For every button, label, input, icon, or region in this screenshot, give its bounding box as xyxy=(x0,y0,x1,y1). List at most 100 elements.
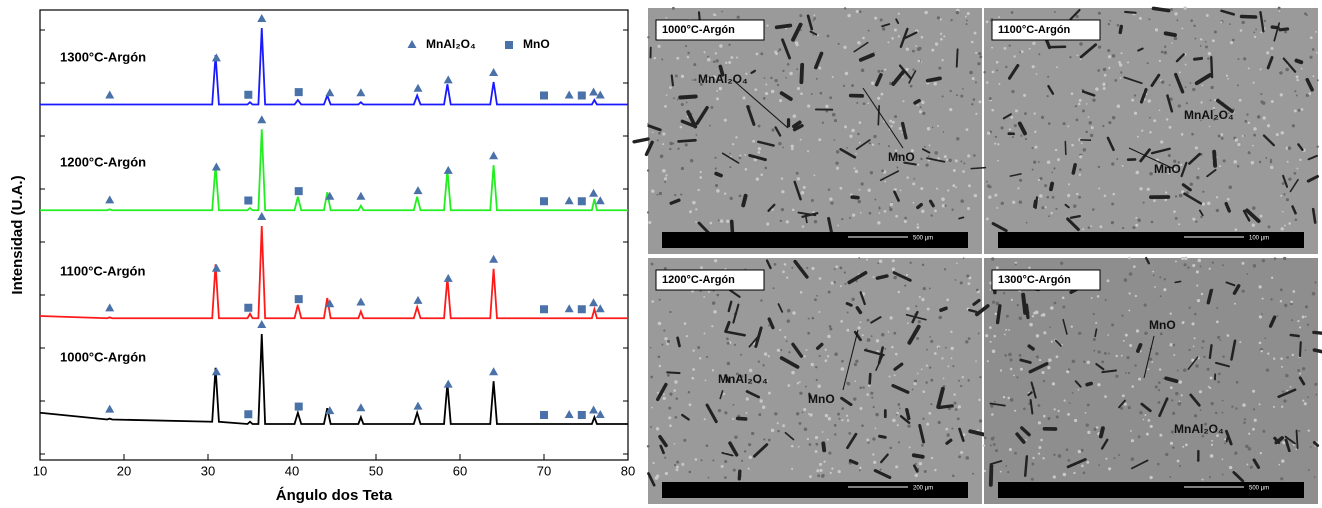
speckle xyxy=(934,352,937,355)
speckle xyxy=(941,197,945,201)
speckle xyxy=(1040,439,1043,442)
speckle xyxy=(1297,369,1300,372)
speckle xyxy=(966,274,969,277)
speckle xyxy=(1234,160,1237,163)
speckle xyxy=(1034,112,1036,114)
speckle xyxy=(991,257,994,260)
speckle xyxy=(815,443,818,446)
speckle xyxy=(1058,454,1062,458)
speckle xyxy=(881,70,883,72)
speckle xyxy=(1011,299,1013,301)
speckle xyxy=(1012,201,1015,204)
speckle xyxy=(829,96,832,99)
speckle xyxy=(1217,381,1220,384)
speckle xyxy=(734,344,736,346)
phase-marker xyxy=(589,298,598,306)
speckle xyxy=(1268,226,1271,229)
speckle xyxy=(1107,49,1110,52)
speckle xyxy=(1292,354,1294,356)
speckle xyxy=(965,340,968,343)
speckle xyxy=(1036,334,1039,337)
speckle xyxy=(1260,215,1263,218)
speckle xyxy=(1042,371,1045,374)
speckle xyxy=(792,209,795,212)
speckle xyxy=(1086,461,1089,464)
speckle xyxy=(1201,293,1203,295)
speckle xyxy=(945,428,948,431)
phase-marker xyxy=(356,403,365,411)
speckle xyxy=(650,347,652,349)
speckle xyxy=(845,72,848,75)
speckle xyxy=(907,424,910,427)
speckle xyxy=(1078,389,1080,391)
speckle xyxy=(898,441,900,443)
speckle xyxy=(857,326,860,329)
speckle xyxy=(825,359,828,362)
speckle xyxy=(960,385,962,387)
speckle xyxy=(1063,122,1066,125)
speckle xyxy=(1226,75,1228,77)
speckle xyxy=(816,295,818,297)
speckle xyxy=(1260,31,1262,33)
speckle xyxy=(1108,55,1111,58)
speckle xyxy=(930,403,932,405)
speckle xyxy=(847,14,850,17)
speckle xyxy=(712,459,714,461)
speckle xyxy=(1033,161,1036,164)
phase-label: MnO xyxy=(808,392,835,406)
phase-marker xyxy=(589,88,598,96)
speckle xyxy=(884,210,887,213)
phase-marker xyxy=(414,186,423,194)
speckle xyxy=(859,467,861,469)
speckle xyxy=(669,393,672,396)
speckle xyxy=(663,397,666,400)
speckle xyxy=(1209,126,1211,128)
speckle xyxy=(699,176,702,179)
grain xyxy=(634,139,648,142)
speckle xyxy=(917,223,919,225)
speckle xyxy=(1039,359,1041,361)
speckle xyxy=(1200,101,1202,103)
speckle xyxy=(1284,225,1286,227)
speckle xyxy=(647,169,649,171)
phase-marker xyxy=(589,406,598,414)
speckle xyxy=(1089,121,1092,124)
speckle xyxy=(1135,295,1137,297)
speckle xyxy=(1262,259,1265,262)
speckle xyxy=(1191,322,1194,325)
speckle xyxy=(1050,306,1054,310)
speckle xyxy=(1098,350,1101,353)
speckle xyxy=(758,361,760,363)
speckle xyxy=(779,48,782,51)
speckle xyxy=(1088,116,1090,118)
speckle xyxy=(1262,430,1265,433)
speckle xyxy=(955,186,957,188)
speckle xyxy=(1192,218,1195,221)
speckle xyxy=(765,92,768,95)
speckle xyxy=(994,401,996,403)
grain xyxy=(1166,33,1175,35)
speckle xyxy=(1083,361,1085,363)
speckle xyxy=(956,11,959,14)
speckle xyxy=(963,257,965,259)
phase-marker xyxy=(212,53,221,61)
speckle xyxy=(787,309,791,313)
speckle xyxy=(657,194,659,196)
speckle xyxy=(683,439,686,442)
speckle xyxy=(658,45,661,48)
speckle xyxy=(924,11,927,14)
speckle xyxy=(829,325,832,328)
speckle xyxy=(919,462,922,465)
grain xyxy=(678,338,680,346)
speckle xyxy=(1120,77,1122,79)
speckle xyxy=(956,137,959,140)
speckle xyxy=(1304,12,1307,15)
speckle xyxy=(960,161,962,163)
phase-marker xyxy=(212,264,221,272)
speckle xyxy=(695,208,697,210)
legend-label: MnO xyxy=(523,37,550,51)
speckle xyxy=(993,443,996,446)
speckle xyxy=(664,457,666,459)
speckle xyxy=(1208,386,1210,388)
speckle xyxy=(966,128,969,131)
